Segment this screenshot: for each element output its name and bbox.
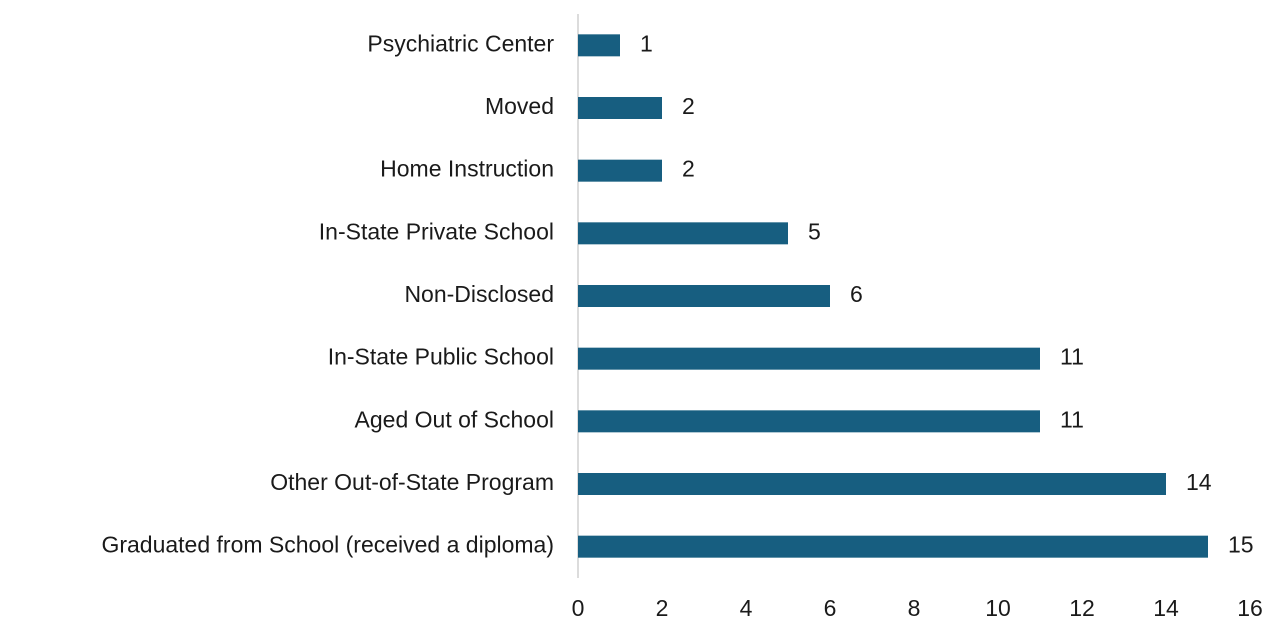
y-tick-label: Psychiatric Center [367, 30, 554, 56]
bar [578, 535, 1208, 558]
data-label: 11 [1060, 406, 1084, 432]
y-tick-label: Moved [485, 93, 554, 119]
y-tick-label: Non-Disclosed [404, 281, 554, 307]
x-tick-label: 10 [985, 595, 1011, 621]
data-label: 1 [640, 30, 653, 56]
y-tick-label: In-State Public School [328, 344, 554, 370]
x-tick-label: 12 [1069, 595, 1095, 621]
data-label: 2 [682, 156, 695, 182]
data-label: 14 [1186, 469, 1212, 495]
data-label: 2 [682, 93, 695, 119]
data-label: 6 [850, 281, 863, 307]
bar [578, 347, 1040, 370]
y-tick-label: Aged Out of School [355, 406, 554, 432]
x-tick-label: 14 [1153, 595, 1179, 621]
bar [578, 222, 788, 245]
data-label: 5 [808, 218, 821, 244]
x-tick-label: 2 [656, 595, 669, 621]
bar [578, 34, 620, 57]
data-label: 15 [1228, 532, 1254, 558]
x-tick-label: 4 [740, 595, 753, 621]
bar [578, 97, 662, 119]
y-tick-label: Other Out-of-State Program [270, 469, 554, 495]
y-tick-label: Home Instruction [380, 156, 554, 182]
bar [578, 410, 1040, 433]
x-tick-label: 16 [1237, 595, 1263, 621]
bar [578, 159, 662, 182]
x-tick-label: 0 [572, 595, 585, 621]
bar [578, 473, 1166, 495]
data-label: 11 [1060, 344, 1084, 370]
y-tick-label: In-State Private School [319, 218, 554, 244]
bar [578, 285, 830, 307]
x-tick-label: 6 [824, 595, 837, 621]
x-tick-label: 8 [908, 595, 921, 621]
y-tick-label: Graduated from School (received a diplom… [101, 532, 554, 558]
